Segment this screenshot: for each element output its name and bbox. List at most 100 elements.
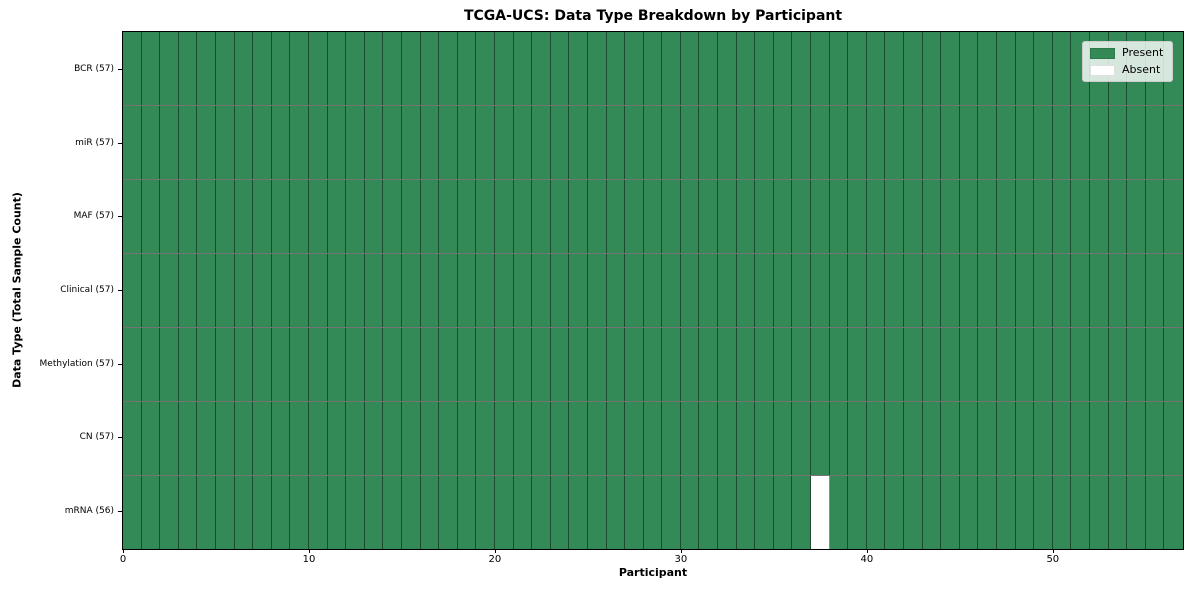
present-cell [327, 180, 347, 253]
present-cell [1052, 402, 1072, 475]
x-tick-label: 30 [674, 554, 688, 565]
present-cell [123, 328, 142, 401]
present-cell [736, 476, 756, 549]
present-cell [736, 402, 756, 475]
present-cell [587, 180, 607, 253]
present-cell [197, 476, 216, 549]
present-cell [1090, 106, 1109, 179]
present-cell [606, 106, 626, 179]
present-cell [829, 402, 849, 475]
present-cell [662, 106, 681, 179]
present-cell [197, 402, 216, 475]
present-cell [959, 476, 979, 549]
present-cell [364, 476, 384, 549]
present-cell [401, 180, 421, 253]
present-cell [922, 32, 942, 105]
present-cell [327, 106, 347, 179]
present-cell [587, 32, 607, 105]
y-tick-label: BCR (57) [74, 63, 114, 74]
present-cell [123, 476, 142, 549]
present-cell [718, 476, 737, 549]
present-cell [494, 180, 514, 253]
present-cell [308, 476, 328, 549]
present-cell [941, 402, 960, 475]
x-tick-mark [308, 549, 310, 553]
present-cell [1071, 106, 1091, 179]
present-cell [513, 476, 533, 549]
x-tick-mark [494, 549, 496, 553]
present-cell [215, 32, 235, 105]
present-cell [178, 328, 198, 401]
present-cell [513, 106, 533, 179]
present-cell [811, 254, 830, 327]
present-cell [532, 32, 551, 105]
present-cell [141, 32, 161, 105]
legend-entry-absent: Absent [1090, 64, 1163, 76]
present-cell [532, 180, 551, 253]
present-cell [420, 402, 440, 475]
y-tick-label: Methylation (57) [39, 358, 114, 369]
present-cell [699, 402, 719, 475]
present-cell [662, 402, 681, 475]
present-cell [587, 254, 607, 327]
present-cell [532, 106, 551, 179]
present-cell [606, 402, 626, 475]
present-cell [178, 32, 198, 105]
present-cell [160, 402, 179, 475]
present-cell [569, 254, 588, 327]
present-cell [123, 254, 142, 327]
present-cell [718, 254, 737, 327]
present-cell [792, 32, 812, 105]
present-cell [160, 328, 179, 401]
present-cell [662, 328, 681, 401]
present-cell [866, 476, 886, 549]
heatmap-grid [123, 32, 1183, 549]
present-cell [364, 254, 384, 327]
present-cell [718, 328, 737, 401]
present-cell [811, 328, 830, 401]
present-cell [922, 180, 942, 253]
present-cell [1071, 180, 1091, 253]
present-cell [178, 180, 198, 253]
legend-entry-present: Present [1090, 47, 1163, 59]
present-cell [885, 328, 905, 401]
x-tick-mark [866, 549, 868, 553]
present-cell [215, 180, 235, 253]
present-cell [457, 402, 477, 475]
present-cell [1108, 106, 1128, 179]
present-cell [606, 254, 626, 327]
present-cell [885, 180, 905, 253]
present-cell [550, 328, 570, 401]
present-cell [1127, 476, 1146, 549]
present-cell [290, 254, 309, 327]
present-cell [1090, 180, 1109, 253]
present-cell [290, 32, 309, 105]
present-cell [308, 32, 328, 105]
present-cell [904, 476, 923, 549]
present-cell [197, 180, 216, 253]
present-cell [513, 402, 533, 475]
present-cell [625, 328, 644, 401]
present-cell [1108, 254, 1128, 327]
present-cell [866, 106, 886, 179]
present-cell [829, 106, 849, 179]
present-cell [1015, 180, 1035, 253]
present-cell [643, 32, 663, 105]
present-cell [959, 402, 979, 475]
legend-swatch-icon [1090, 64, 1115, 76]
present-cell [346, 180, 365, 253]
present-cell [215, 254, 235, 327]
present-cell [383, 180, 402, 253]
absent-cell [811, 476, 830, 549]
y-tick-mark [118, 216, 122, 218]
present-cell [197, 328, 216, 401]
present-cell [513, 328, 533, 401]
present-cell [1108, 476, 1128, 549]
present-cell [569, 402, 588, 475]
present-cell [792, 402, 812, 475]
present-cell [848, 32, 867, 105]
present-cell [1145, 476, 1165, 549]
present-cell [1052, 32, 1072, 105]
present-cell [643, 254, 663, 327]
present-cell [1071, 476, 1091, 549]
